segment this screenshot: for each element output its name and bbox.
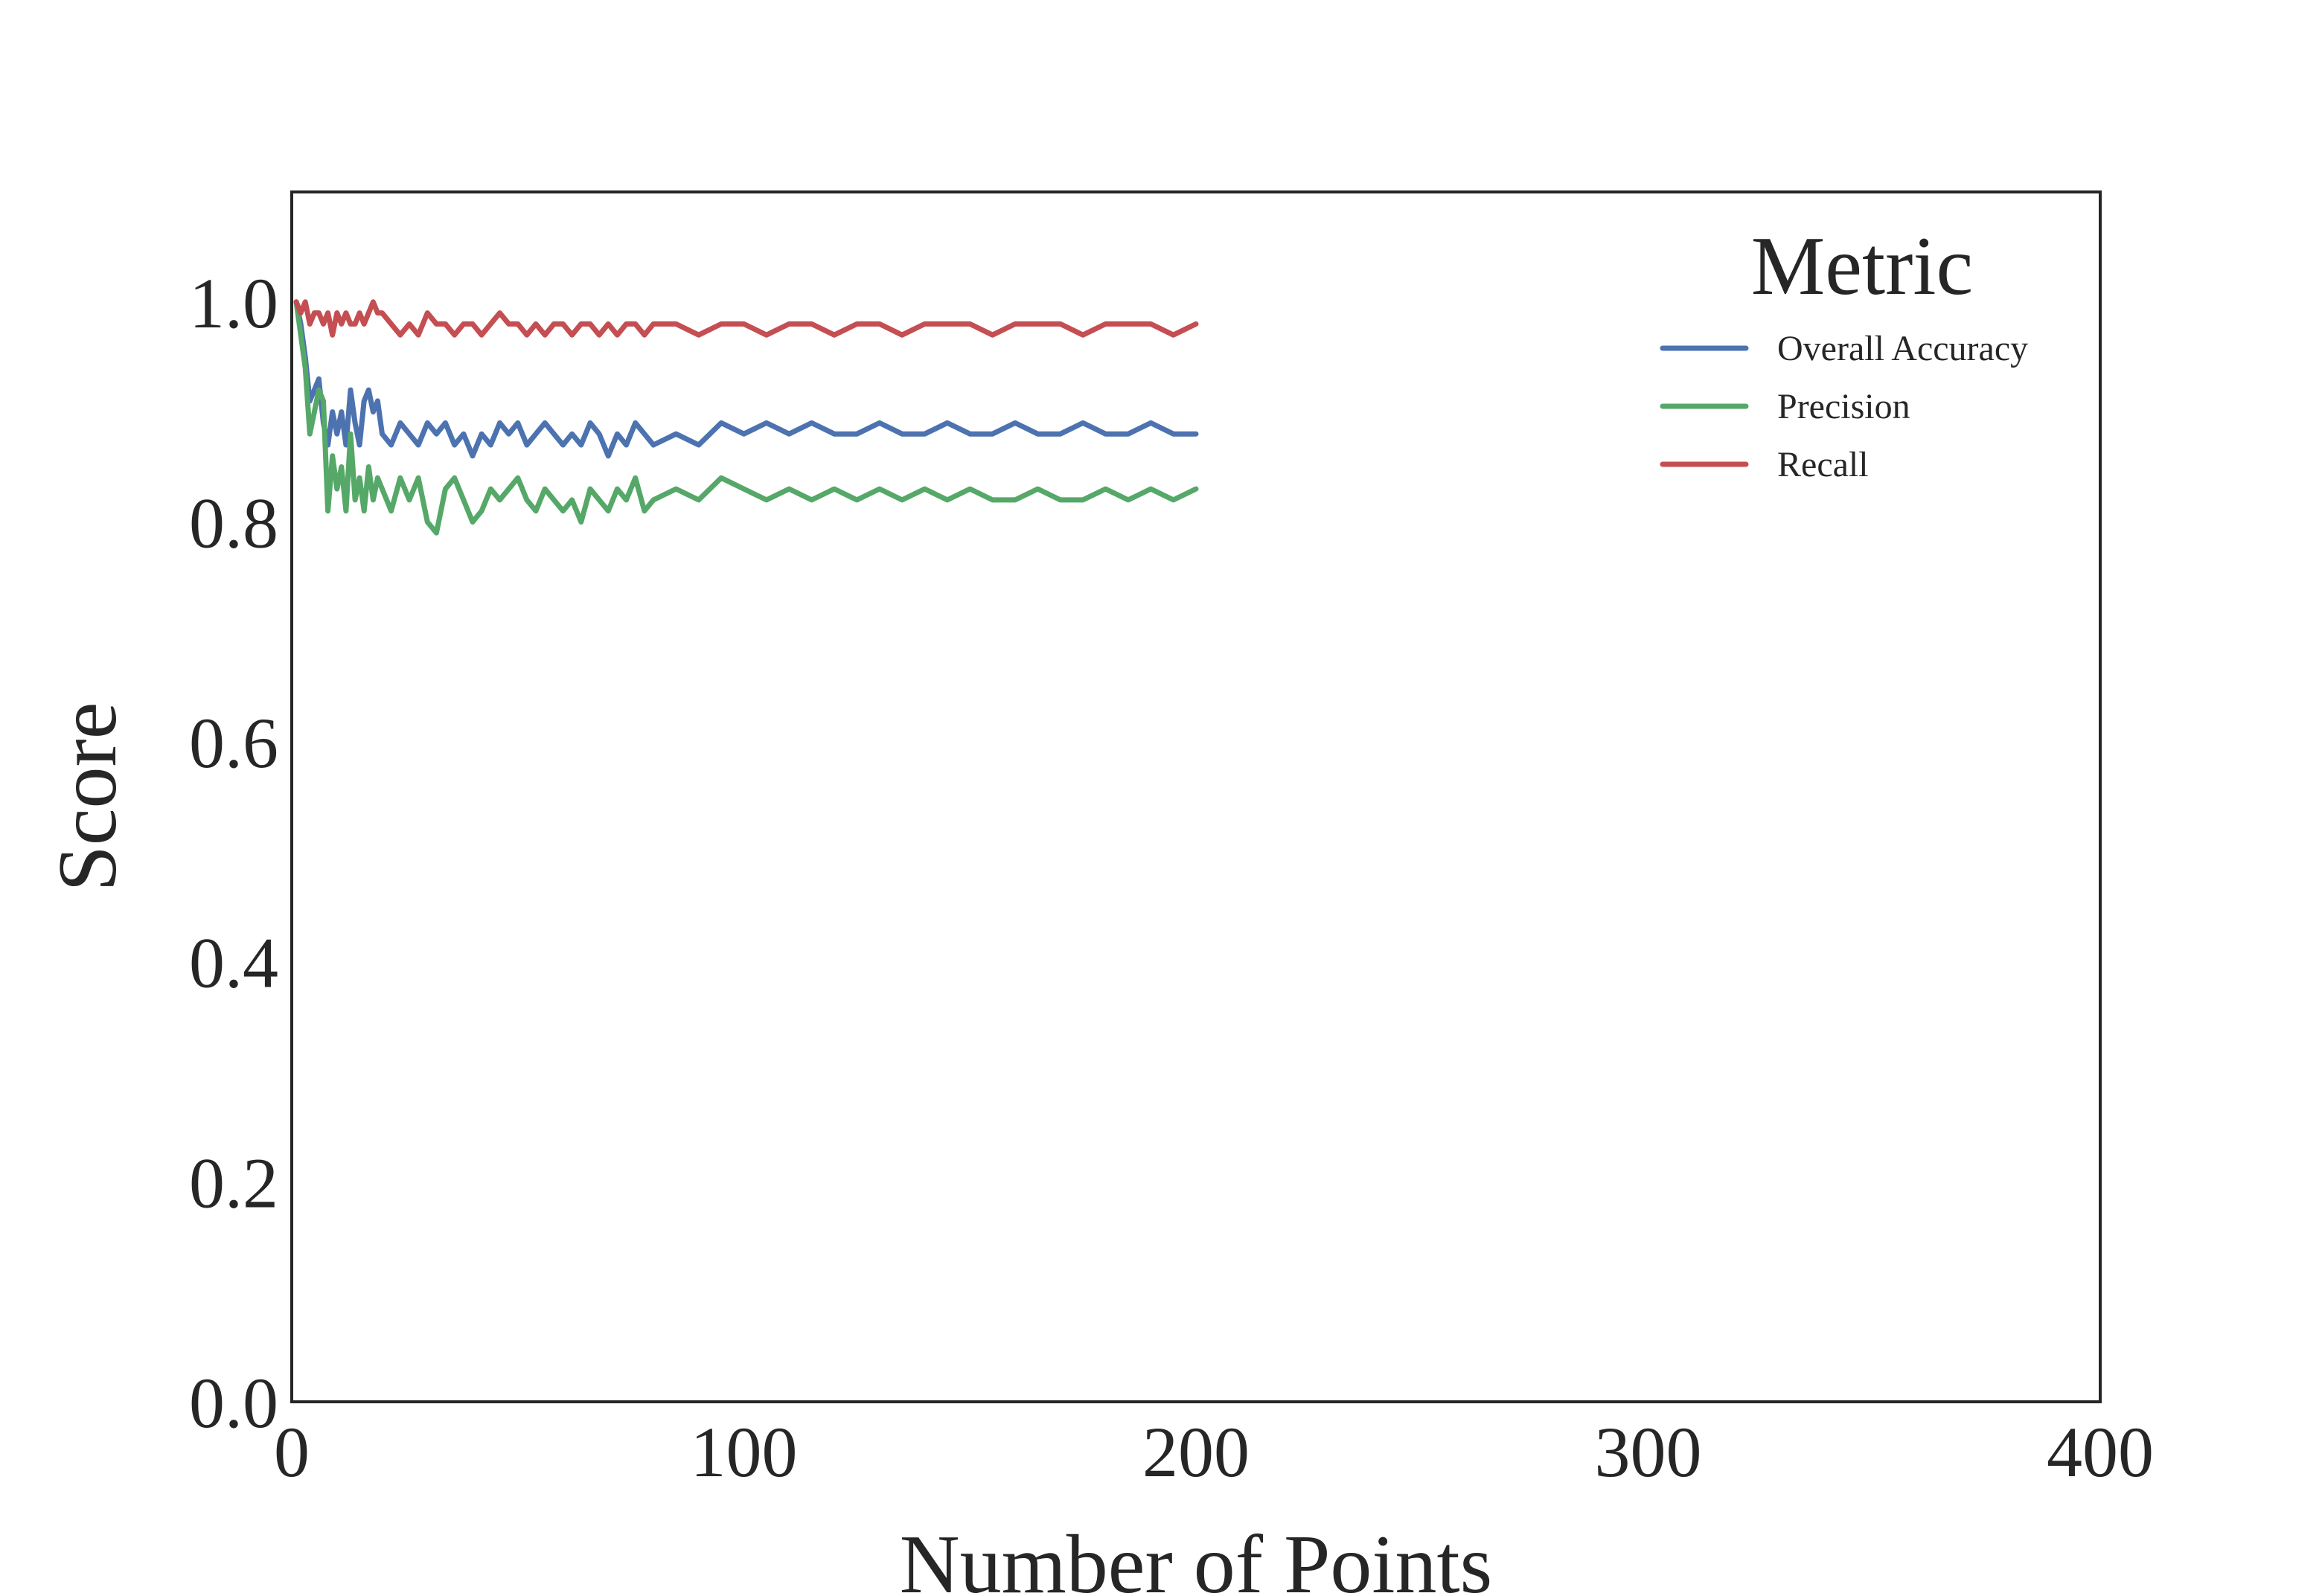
- legend: Metric Overall Accuracy Precision Recall: [1660, 220, 2028, 484]
- plot-frame: [290, 190, 2102, 1403]
- y-tick-label: 0.0: [189, 1363, 278, 1443]
- series-line-recall: [293, 299, 1199, 338]
- legend-label: Overall Accuracy: [1777, 329, 2028, 368]
- x-axis-label: Number of Points: [900, 1519, 1492, 1596]
- y-tick-label: 0.4: [189, 923, 278, 1003]
- x-axis-ticks: 0 100 200 300 400: [274, 1412, 2154, 1492]
- legend-entries: Overall Accuracy Precision Recall: [1660, 329, 2028, 484]
- series-line-overall-accuracy: [293, 299, 1199, 459]
- legend-label: Recall: [1777, 445, 1869, 484]
- series-line-precision: [293, 299, 1199, 536]
- x-tick-label: 100: [691, 1412, 798, 1492]
- y-tick-label: 1.0: [189, 263, 278, 343]
- legend-title: Metric: [1751, 220, 1974, 313]
- y-tick-label: 0.6: [189, 703, 278, 783]
- y-axis-ticks: 0.0 0.2 0.4 0.6 0.8 1.0: [189, 263, 278, 1443]
- y-tick-label: 0.2: [189, 1143, 278, 1222]
- y-tick-label: 0.8: [189, 483, 278, 563]
- x-tick-label: 400: [2047, 1412, 2154, 1492]
- x-tick-label: 300: [1595, 1412, 1702, 1492]
- series-layer: [293, 299, 1199, 536]
- x-tick-label: 0: [274, 1412, 310, 1492]
- y-axis-label: Score: [42, 702, 134, 891]
- legend-label: Precision: [1777, 387, 1910, 426]
- x-tick-label: 200: [1142, 1412, 1250, 1492]
